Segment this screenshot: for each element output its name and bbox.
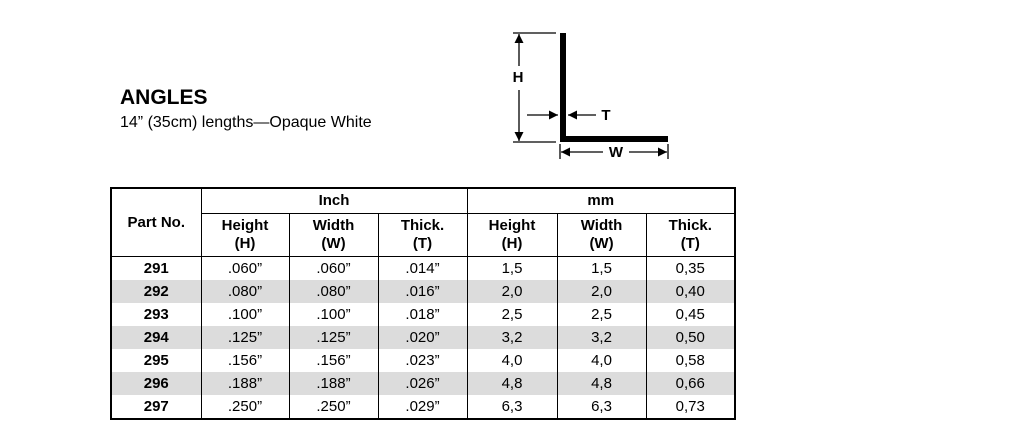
- cell: 2,5: [556, 303, 647, 326]
- cell: 4,8: [466, 372, 558, 395]
- cell: .100”: [200, 303, 290, 326]
- table-row: 292.080” .080” .016” 2,0 2,0 0,40: [110, 280, 736, 303]
- column-header: Height (H): [466, 213, 558, 257]
- header-row: Part No. Inch mm: [110, 187, 736, 257]
- table-row: 293.100” .100” .018” 2,5 2,5 0,45: [110, 303, 736, 326]
- cell: 0,50: [645, 326, 736, 349]
- cell: .016”: [377, 280, 468, 303]
- subheader-row: Height (H) Width (W) Thick. (T) Height (H) Width…: [111, 213, 736, 257]
- column-name: Height: [221, 217, 269, 234]
- column-header: Width (W): [556, 213, 647, 257]
- column-header: Width (W): [288, 213, 379, 257]
- cell: 2,0: [556, 280, 647, 303]
- table-row: 296.188” .188” .026” 4,8 4,8 0,66: [110, 372, 736, 395]
- part-number: 296: [110, 372, 202, 395]
- column-name: Width: [580, 217, 623, 234]
- thickness-label: T: [601, 107, 610, 124]
- table-row: 295.156” .156” .023” 4,0 4,0 0,58: [110, 349, 736, 372]
- angle-diagram: H T W: [513, 32, 669, 161]
- column-header: Thick. (T): [645, 213, 736, 257]
- column-name: Thick.: [668, 217, 712, 234]
- cell: .250”: [200, 395, 290, 419]
- cell: 4,8: [556, 372, 647, 395]
- part-number: 294: [110, 326, 202, 349]
- column-name: Height: [488, 217, 536, 234]
- part-number: 293: [110, 303, 202, 326]
- part-number: 295: [110, 349, 202, 372]
- cell: .188”: [288, 372, 379, 395]
- column-symbol: (H): [234, 235, 256, 252]
- cell: 0,73: [645, 395, 736, 419]
- cell: 0,45: [645, 303, 736, 326]
- cell: .100”: [288, 303, 379, 326]
- cell: .029”: [377, 395, 468, 419]
- cell: .125”: [200, 326, 290, 349]
- column-name: Thick.: [400, 217, 445, 234]
- height-label: H: [513, 69, 524, 86]
- cell: .014”: [377, 256, 468, 280]
- column-symbol: (H): [501, 235, 523, 252]
- cell: 1,5: [466, 256, 558, 280]
- cell: .023”: [377, 349, 468, 372]
- cell: .188”: [200, 372, 290, 395]
- part-number: 291: [110, 256, 202, 280]
- cell: 2,5: [466, 303, 558, 326]
- angle-shape: [560, 33, 668, 142]
- cell: 0,58: [645, 349, 736, 372]
- dimension-lines: [513, 32, 669, 159]
- cell: .080”: [200, 280, 290, 303]
- cell: 3,2: [556, 326, 647, 349]
- cell: .080”: [288, 280, 379, 303]
- table-row: 291.060” .060” .014” 1,5 1,5 0,35: [110, 256, 736, 280]
- column-header: Thick. (T): [377, 213, 468, 257]
- subtitle: 14” (35cm) lengths—Opaque White: [120, 114, 372, 131]
- cell: .156”: [288, 349, 379, 372]
- cell: 1,5: [556, 256, 647, 280]
- table-row: 297.250” .250” .029” 6,3 6,3 0,73: [110, 395, 736, 419]
- cell: .060”: [200, 256, 290, 280]
- cell: 6,3: [556, 395, 647, 419]
- cell: 0,66: [645, 372, 736, 395]
- column-symbol: (T): [680, 235, 700, 252]
- cell: 3,2: [466, 326, 558, 349]
- table-row: 294.125” .125” .020” 3,2 3,2 0,50: [110, 326, 736, 349]
- cell: .026”: [377, 372, 468, 395]
- cell: 4,0: [466, 349, 558, 372]
- cell: .156”: [200, 349, 290, 372]
- angles-table: Part No. Inch mm Height (H) Width (W) Thick. (T)…: [110, 187, 737, 420]
- cell: 4,0: [556, 349, 647, 372]
- cell: .250”: [288, 395, 379, 419]
- column-symbol: (W): [321, 235, 346, 252]
- part-number: 297: [110, 395, 202, 419]
- cell: .060”: [288, 256, 379, 280]
- cell: .018”: [377, 303, 468, 326]
- group-header: Inch: [200, 187, 468, 214]
- width-label: W: [609, 144, 624, 161]
- cell: .020”: [377, 326, 468, 349]
- cell: .125”: [288, 326, 379, 349]
- column-header: Height (H): [200, 213, 290, 257]
- cell: 2,0: [466, 280, 558, 303]
- group-header: mm: [466, 187, 736, 214]
- part-header: Part No.: [110, 187, 202, 257]
- cell: 0,35: [645, 256, 736, 280]
- cell: 0,40: [645, 280, 736, 303]
- cell: 6,3: [466, 395, 558, 419]
- column-symbol: (W): [589, 235, 614, 252]
- column-name: Width: [312, 217, 355, 234]
- column-symbol: (T): [412, 235, 433, 252]
- part-number: 292: [110, 280, 202, 303]
- title: ANGLES: [120, 86, 208, 109]
